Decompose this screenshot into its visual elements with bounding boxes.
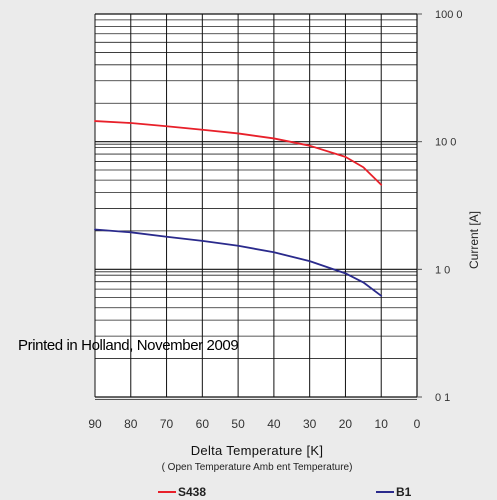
y-axis-label: Current [A] [467,210,481,270]
legend-item-b1: B1 [376,485,411,499]
legend-label-s438: S438 [178,485,207,499]
series-line-b1 [94,228,383,297]
y-tick-label: 100 0 [435,9,463,21]
y-tick-label: 1 0 [435,264,450,276]
x-tick-label: 20 [339,417,353,431]
x-axis-sublabel: ( Open Temperature Amb ent Temperature) [161,462,353,473]
legend-swatch-b1 [376,491,394,493]
x-tick-label: 10 [375,417,389,431]
x-tick-label: 90 [88,417,102,431]
y-tick-label: 0 1 [435,392,450,404]
x-tick-label: 50 [231,417,245,431]
x-tick-label: 40 [267,417,281,431]
legend-item-s438: S438 [158,485,206,499]
y-tick-label: 10 0 [435,137,456,149]
x-axis-label: Delta Temperature [K] [190,443,324,458]
plot-area [95,14,417,397]
x-tick-label: 0 [414,417,421,431]
x-tick-label: 30 [303,417,317,431]
x-tick-label: 70 [160,417,174,431]
legend-swatch-s438 [158,491,176,493]
printed-note: Printed in Holland, November 2009 [18,337,239,354]
series-line-s438 [94,120,383,186]
legend-label-b1: B1 [396,485,412,499]
x-tick-label: 80 [124,417,138,431]
x-tick-label: 60 [196,417,210,431]
